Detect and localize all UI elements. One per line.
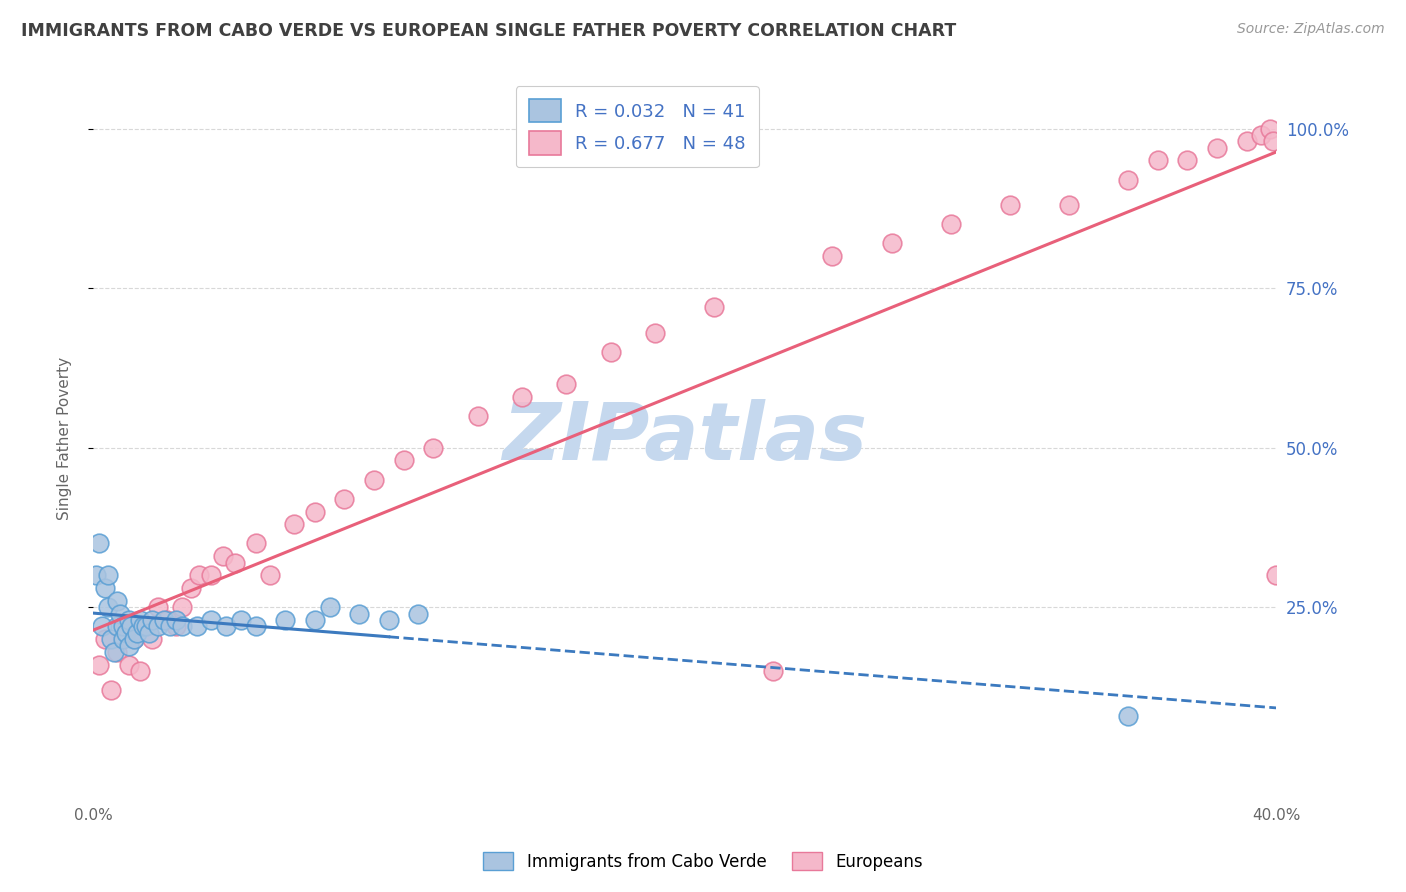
Point <box>245 619 267 633</box>
Point <box>188 568 211 582</box>
Point <box>318 600 340 615</box>
Point <box>215 619 238 633</box>
Point <box>132 619 155 633</box>
Point <box>111 619 134 633</box>
Legend: Immigrants from Cabo Verde, Europeans: Immigrants from Cabo Verde, Europeans <box>475 844 931 880</box>
Point <box>135 619 157 633</box>
Point <box>111 632 134 647</box>
Text: IMMIGRANTS FROM CABO VERDE VS EUROPEAN SINGLE FATHER POVERTY CORRELATION CHART: IMMIGRANTS FROM CABO VERDE VS EUROPEAN S… <box>21 22 956 40</box>
Point <box>180 581 202 595</box>
Point <box>1250 128 1272 142</box>
Point <box>94 632 117 647</box>
Point <box>159 619 181 633</box>
Point <box>186 619 208 633</box>
Point <box>111 619 134 633</box>
Point <box>1146 153 1168 168</box>
Point <box>90 619 112 633</box>
Point <box>1116 172 1139 186</box>
Point <box>333 491 356 506</box>
Point <box>229 613 252 627</box>
Point <box>274 613 297 627</box>
Point <box>212 549 235 564</box>
Point <box>510 390 533 404</box>
Point <box>1206 141 1229 155</box>
Point <box>1258 121 1281 136</box>
Point <box>170 619 193 633</box>
Point <box>1236 134 1258 148</box>
Point <box>467 409 489 423</box>
Point <box>821 249 844 263</box>
Point <box>117 613 139 627</box>
Point <box>1116 708 1139 723</box>
Point <box>555 376 578 391</box>
Point <box>146 619 169 633</box>
Point <box>245 536 267 550</box>
Point <box>1057 198 1080 212</box>
Point <box>94 581 117 595</box>
Point <box>880 236 903 251</box>
Y-axis label: Single Father Poverty: Single Father Poverty <box>58 357 72 520</box>
Point <box>124 632 146 647</box>
Point <box>108 607 131 621</box>
Point <box>141 613 163 627</box>
Point <box>138 625 160 640</box>
Point <box>135 619 157 633</box>
Point <box>408 607 430 621</box>
Point <box>422 441 444 455</box>
Point <box>146 600 169 615</box>
Point <box>87 657 110 672</box>
Point <box>1265 568 1288 582</box>
Point <box>141 632 163 647</box>
Point <box>224 556 246 570</box>
Point <box>105 645 128 659</box>
Point <box>200 613 222 627</box>
Point <box>124 632 146 647</box>
Point <box>114 625 136 640</box>
Point <box>378 613 401 627</box>
Point <box>156 613 179 627</box>
Point <box>259 568 281 582</box>
Point <box>129 664 152 678</box>
Point <box>200 568 222 582</box>
Point <box>762 664 785 678</box>
Point <box>105 594 128 608</box>
Text: Source: ZipAtlas.com: Source: ZipAtlas.com <box>1237 22 1385 37</box>
Point <box>165 619 187 633</box>
Point <box>1263 134 1285 148</box>
Point <box>103 645 125 659</box>
Point <box>304 613 326 627</box>
Text: ZIPatlas: ZIPatlas <box>502 399 868 477</box>
Point <box>165 613 187 627</box>
Point <box>170 600 193 615</box>
Legend: R = 0.032   N = 41, R = 0.677   N = 48: R = 0.032 N = 41, R = 0.677 N = 48 <box>516 87 759 167</box>
Point <box>105 619 128 633</box>
Point <box>127 625 149 640</box>
Point <box>703 300 725 314</box>
Point <box>97 600 120 615</box>
Point <box>153 613 176 627</box>
Point <box>283 517 305 532</box>
Point <box>363 473 385 487</box>
Point <box>121 619 143 633</box>
Point <box>97 568 120 582</box>
Point <box>100 683 122 698</box>
Point <box>939 217 962 231</box>
Point <box>644 326 666 340</box>
Point <box>87 536 110 550</box>
Point <box>599 345 621 359</box>
Point <box>129 613 152 627</box>
Point <box>998 198 1021 212</box>
Point <box>117 639 139 653</box>
Point <box>84 568 107 582</box>
Point <box>117 657 139 672</box>
Point <box>304 504 326 518</box>
Point <box>347 607 370 621</box>
Point <box>100 632 122 647</box>
Point <box>1175 153 1198 168</box>
Point <box>392 453 415 467</box>
